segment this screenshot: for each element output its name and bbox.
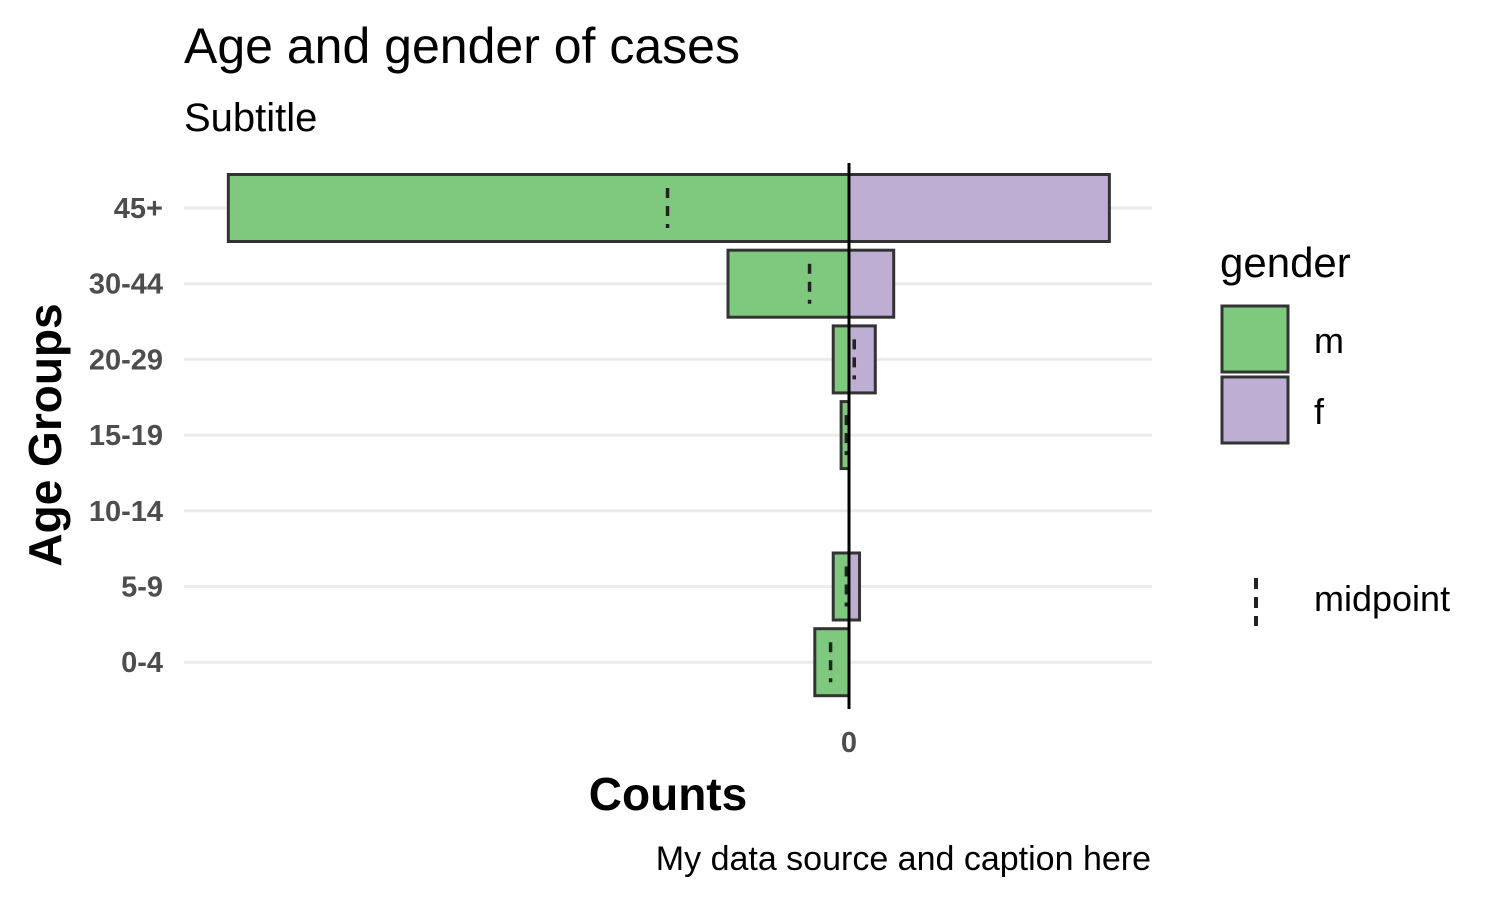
y-tick-label: 15-19: [89, 420, 163, 452]
bar-m-30-44: [726, 248, 851, 319]
chart-caption: My data source and caption here: [656, 840, 1151, 878]
legend: gender m f midpoint: [1220, 239, 1450, 626]
legend-label-m: m: [1314, 320, 1344, 361]
y-axis-title: Age Groups: [19, 303, 71, 566]
x-axis-title: Counts: [589, 768, 747, 820]
legend-swatch-m: [1220, 304, 1290, 374]
bars: [226, 173, 1111, 698]
midpoint-marks: [665, 188, 857, 683]
y-tick-label: 0-4: [121, 647, 163, 679]
bar-f-30-44: [847, 248, 896, 319]
gridlines: [184, 206, 1152, 664]
legend-swatch-f: [1220, 375, 1290, 445]
bar-m-20-29: [831, 324, 851, 395]
legend-title: gender: [1220, 239, 1351, 286]
chart-subtitle: Subtitle: [184, 96, 317, 140]
bar-f-5-9: [847, 551, 862, 622]
chart-title: Age and gender of cases: [184, 18, 740, 74]
y-tick-label: 30-44: [89, 269, 163, 301]
y-tick-label: 10-14: [89, 496, 163, 528]
y-tick-labels: 0-4 5-9 10-14 15-19 20-29 30-44 45+: [89, 193, 163, 679]
y-tick-label: 20-29: [89, 344, 163, 376]
y-tick-label: 45+: [114, 193, 163, 225]
bar-f-45+: [847, 173, 1111, 243]
legend-label-f: f: [1314, 391, 1325, 432]
x-tick-label: 0: [841, 727, 857, 759]
y-tick-label: 5-9: [121, 572, 163, 604]
bar-m-45+: [226, 173, 851, 243]
legend-label-midpoint: midpoint: [1314, 578, 1450, 619]
